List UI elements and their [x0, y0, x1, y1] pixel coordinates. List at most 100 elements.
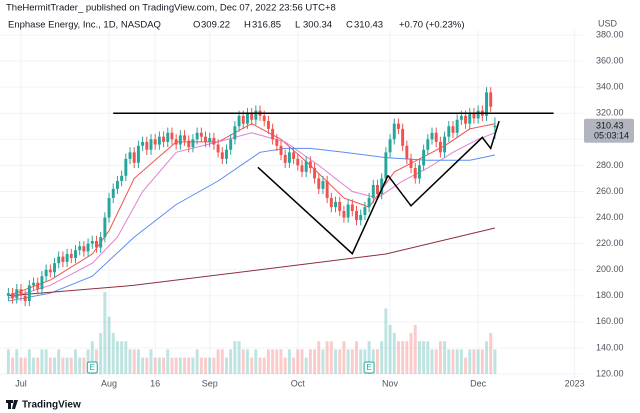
volume-bar: [212, 357, 216, 374]
volume-bar: [44, 349, 48, 374]
candle-body: [275, 139, 279, 146]
candle-body: [74, 250, 77, 258]
y-tick-label: 380.00: [596, 29, 624, 39]
volume-bar: [388, 324, 392, 374]
volume-bar: [65, 357, 69, 374]
volume-bar: [300, 349, 304, 374]
candle-body: [216, 144, 220, 153]
volume-bar: [157, 357, 161, 374]
candle-body: [69, 254, 73, 258]
candle-body: [304, 161, 308, 172]
volume-bar: [237, 341, 241, 374]
candle-body: [157, 136, 161, 145]
footer-text: TradingView: [22, 400, 81, 411]
volume-bar: [153, 357, 157, 374]
volume-bar: [262, 357, 266, 374]
candle-body: [493, 125, 497, 128]
candle-body: [99, 237, 103, 248]
candle-body: [191, 139, 195, 148]
volume-bar: [40, 349, 44, 374]
volume-bar: [405, 341, 409, 374]
candle-body: [325, 181, 329, 198]
volume-bar: [392, 333, 396, 374]
ohlc-letter: O: [193, 20, 200, 31]
volume-bar: [57, 349, 61, 374]
volume-bar: [334, 349, 338, 374]
moving-average: [8, 147, 496, 302]
volume-bar: [128, 349, 132, 374]
volume-bar: [422, 341, 426, 374]
volume-bar: [476, 349, 480, 374]
volume-bar: [15, 349, 19, 374]
volume-bar: [141, 357, 145, 374]
candle-body: [145, 141, 149, 150]
y-tick-label: 360.00: [596, 55, 624, 65]
candle-body: [292, 152, 296, 159]
candle-body: [300, 165, 304, 172]
candle-body: [128, 152, 132, 159]
volume-bar: [317, 341, 321, 374]
volume-bar: [355, 341, 358, 374]
earnings-marker: [363, 361, 375, 374]
candle-body: [342, 211, 346, 218]
volume-bar: [283, 357, 287, 374]
volume-bar: [162, 357, 166, 374]
volume-bar: [149, 349, 153, 374]
y-tick-label: 340.00: [596, 82, 624, 92]
moving-average: [8, 227, 496, 297]
candle-body: [141, 141, 145, 146]
volume-bar: [493, 349, 497, 374]
volume-bar: [367, 341, 371, 374]
volume-bar: [455, 349, 459, 374]
logo: [6, 400, 18, 409]
volume-bar: [27, 349, 31, 374]
volume-bar: [48, 357, 52, 374]
candle-body: [153, 139, 157, 145]
volume-bar: [120, 341, 124, 374]
candle-body: [417, 165, 421, 179]
candle-body: [262, 115, 266, 122]
y-tick-label: 240.00: [596, 212, 624, 222]
volume-bar: [208, 357, 212, 374]
candle-body: [443, 136, 447, 153]
candle-body: [53, 263, 56, 273]
earnings-label: E: [366, 363, 371, 372]
candle-body: [136, 145, 140, 163]
y-tick-label: 180.00: [596, 290, 624, 300]
candle-body: [338, 201, 342, 212]
candle-body: [279, 145, 283, 155]
volume-bar: [166, 349, 170, 374]
candle-body: [413, 167, 417, 179]
candle-body: [464, 115, 468, 124]
candle-body: [359, 214, 363, 221]
ohlc-letter: H: [244, 20, 251, 31]
candle-body: [40, 276, 44, 290]
volume-bar: [124, 341, 128, 374]
volume-bar: [384, 308, 388, 374]
y-tick-label: 280.00: [596, 160, 624, 170]
candle-body: [346, 204, 350, 218]
volume-bar: [485, 341, 489, 374]
volume-bar: [216, 349, 220, 374]
candle-body: [27, 285, 31, 301]
candle-body: [350, 204, 354, 212]
y-tick-label: 320.00: [596, 108, 624, 118]
ohlc-value: 309.22: [201, 20, 230, 31]
volume-bar: [183, 357, 187, 374]
candle-body: [287, 152, 291, 163]
candle-body: [170, 132, 174, 140]
volume-bar: [6, 349, 10, 374]
ohlc-value: 316.85: [252, 20, 281, 31]
volume-bar: [451, 349, 455, 374]
candle-body: [86, 243, 90, 252]
volume-bar: [187, 357, 191, 374]
volume-bar: [443, 341, 447, 374]
candle-body: [371, 184, 375, 198]
volume-bar: [170, 357, 174, 374]
y-tick-label: 140.00: [596, 342, 624, 352]
volume-bar: [82, 357, 86, 374]
ohlc-value: 300.34: [303, 20, 332, 31]
volume-bar: [74, 349, 77, 374]
volume-bar: [329, 341, 333, 374]
volume-bar: [313, 349, 317, 374]
